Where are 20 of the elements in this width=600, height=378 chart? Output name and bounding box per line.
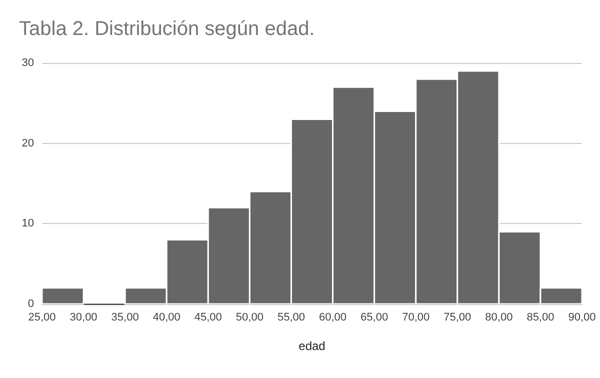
x-tick-label: 70,00 [402,312,430,324]
x-tick-label: 60,00 [319,312,347,324]
y-tick-label: 10 [22,218,34,230]
x-tick-label: 35,00 [111,312,139,324]
x-axis-title: edad [298,339,326,353]
x-tick-label: 65,00 [360,312,388,324]
x-tick-label: 30,00 [70,312,98,324]
x-tick-label: 50,00 [236,312,264,324]
x-tick-label: 40,00 [152,312,180,324]
y-tick-label: 0 [28,298,34,310]
x-tick-label: 25,00 [28,312,56,324]
x-tick-label: 85,00 [526,312,554,324]
x-tick-label: 75,00 [444,312,472,324]
y-tick-label: 20 [22,137,34,150]
x-tick-label: 45,00 [194,312,222,324]
y-tick-label: 30 [22,57,34,69]
x-tick-label: 80,00 [485,312,513,324]
x-tick-label: 90,00 [568,312,596,324]
chart-title: Tabla 2. Distribución según edad. [19,18,315,40]
x-tick-label: 55,00 [277,312,305,324]
